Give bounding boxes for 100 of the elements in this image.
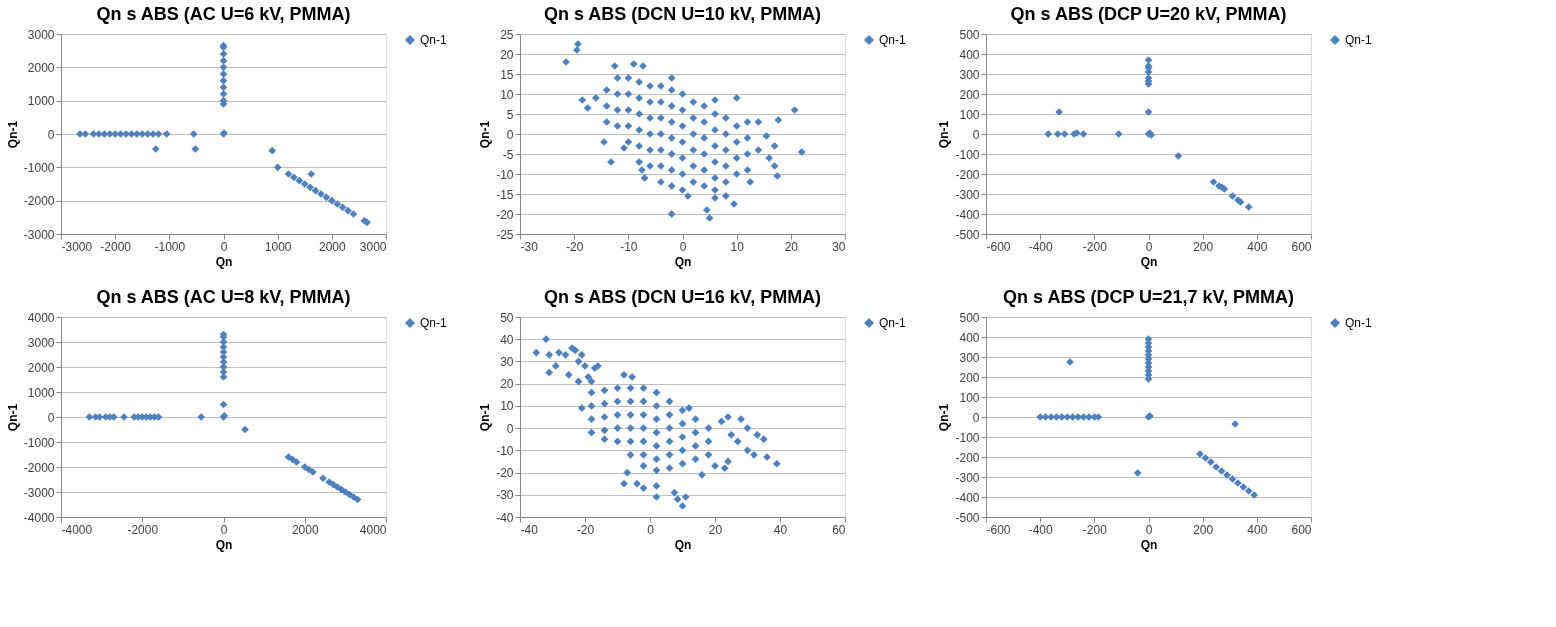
y-tick-label: -2000 — [23, 194, 55, 209]
y-tick-label: 30 — [500, 354, 514, 369]
x-tick-label: 200 — [1193, 522, 1214, 537]
x-tick-label: 1000 — [264, 239, 292, 254]
x-tick-label: 20 — [784, 239, 799, 254]
y-tick-label: 0 — [47, 127, 55, 142]
y-tick-label: 10 — [500, 87, 514, 102]
y-tick-label: -20 — [496, 466, 514, 481]
legend-label: Qn-1 — [420, 33, 447, 47]
y-tick-label: 200 — [959, 87, 980, 102]
y-tick-label: -300 — [955, 470, 980, 485]
x-tick-label: -30 — [520, 239, 539, 254]
y-tick-label: 2000 — [27, 60, 55, 75]
y-tick-label: 400 — [959, 47, 980, 62]
y-tick-label: 0 — [972, 127, 980, 142]
x-tick-label: -1000 — [154, 239, 186, 254]
x-tick-label: 200 — [1193, 239, 1214, 254]
y-tick-label: -3000 — [23, 227, 55, 242]
y-tick-label: -30 — [496, 488, 514, 503]
y-axis-title: Qn-1 — [478, 120, 493, 149]
x-tick-label: 0 — [1145, 522, 1153, 537]
y-tick-label: -15 — [496, 187, 514, 202]
x-tick-label: 0 — [647, 522, 655, 537]
y-tick-label: 1000 — [27, 94, 55, 109]
y-tick-label: -400 — [955, 490, 980, 505]
x-axis-title: Qn — [1140, 537, 1158, 552]
y-tick-label: 400 — [959, 330, 980, 345]
chart-title: Qn s ABS (DCN U=10 kV, PMMA) — [543, 4, 822, 24]
y-tick-label: 15 — [500, 67, 514, 82]
legend-label: Qn-1 — [879, 316, 906, 330]
y-tick-label: -200 — [955, 450, 980, 465]
x-tick-label: -2000 — [100, 239, 132, 254]
y-tick-label: -100 — [955, 430, 980, 445]
x-tick-label: -3000 — [61, 239, 93, 254]
chart-title: Qn s ABS (DCN U=16 kV, PMMA) — [543, 287, 822, 307]
y-tick-label: -4000 — [23, 510, 55, 525]
y-tick-label: 0 — [47, 410, 55, 425]
x-tick-label: 3000 — [359, 239, 387, 254]
y-tick-label: 100 — [959, 107, 980, 122]
y-tick-label: -100 — [955, 147, 980, 162]
y-axis-title: Qn-1 — [478, 403, 493, 432]
x-tick-label: 2000 — [318, 239, 346, 254]
x-axis-title: Qn — [215, 537, 233, 552]
x-tick-label: 4000 — [359, 522, 387, 537]
x-tick-label: -200 — [1082, 522, 1108, 537]
y-tick-label: 10 — [500, 399, 514, 414]
y-tick-label: 0 — [972, 410, 980, 425]
y-tick-label: 4000 — [27, 310, 55, 325]
y-axis-title: Qn-1 — [5, 120, 20, 149]
y-tick-label: 50 — [500, 310, 514, 325]
x-tick-label: 600 — [1291, 522, 1312, 537]
x-tick-label: -600 — [986, 522, 1011, 537]
y-tick-label: 25 — [500, 27, 514, 42]
y-tick-label: 5 — [506, 107, 514, 122]
y-tick-label: -25 — [496, 227, 514, 242]
y-tick-label: -1000 — [23, 435, 55, 450]
y-tick-label: -1000 — [23, 160, 55, 175]
y-tick-label: 300 — [959, 67, 980, 82]
x-axis-title: Qn — [674, 537, 692, 552]
y-tick-label: 2000 — [27, 360, 55, 375]
y-tick-label: 500 — [959, 310, 980, 325]
x-axis-title: Qn — [674, 254, 692, 269]
y-tick-label: 3000 — [27, 27, 55, 42]
x-tick-label: -10 — [620, 239, 638, 254]
y-tick-label: -300 — [955, 187, 980, 202]
legend-label: Qn-1 — [1345, 33, 1372, 47]
y-tick-label: -20 — [496, 207, 514, 222]
x-tick-label: 0 — [220, 522, 228, 537]
y-tick-label: -3000 — [23, 485, 55, 500]
x-tick-label: 2000 — [291, 522, 319, 537]
y-axis-title: Qn-1 — [937, 120, 952, 149]
y-tick-label: 100 — [959, 390, 980, 405]
y-tick-label: -10 — [496, 443, 514, 458]
x-tick-label: -600 — [986, 239, 1011, 254]
y-tick-label: 0 — [506, 127, 514, 142]
x-tick-label: 400 — [1247, 522, 1268, 537]
legend-label: Qn-1 — [420, 316, 447, 330]
x-tick-label: -400 — [1028, 239, 1053, 254]
y-axis-title: Qn-1 — [5, 403, 20, 432]
x-tick-label: 60 — [832, 522, 846, 537]
x-tick-label: -20 — [576, 522, 595, 537]
x-tick-label: 30 — [832, 239, 846, 254]
x-tick-label: -400 — [1028, 522, 1053, 537]
y-tick-label: -500 — [955, 510, 980, 525]
x-tick-label: -2000 — [127, 522, 159, 537]
y-tick-label: -400 — [955, 207, 980, 222]
x-tick-label: -20 — [565, 239, 584, 254]
x-tick-label: 0 — [679, 239, 687, 254]
x-tick-label: -200 — [1082, 239, 1108, 254]
y-tick-label: -40 — [496, 510, 514, 525]
y-tick-label: 0 — [506, 421, 514, 436]
x-tick-label: 400 — [1247, 239, 1268, 254]
x-tick-label: 0 — [220, 239, 228, 254]
chart-title: Qn s ABS (AC U=8 kV, PMMA) — [96, 287, 351, 307]
x-axis-title: Qn — [215, 254, 233, 269]
y-axis-title: Qn-1 — [937, 403, 952, 432]
legend-label: Qn-1 — [1345, 316, 1372, 330]
y-tick-label: 40 — [500, 332, 514, 347]
y-tick-label: 300 — [959, 350, 980, 365]
x-tick-label: -4000 — [61, 522, 93, 537]
